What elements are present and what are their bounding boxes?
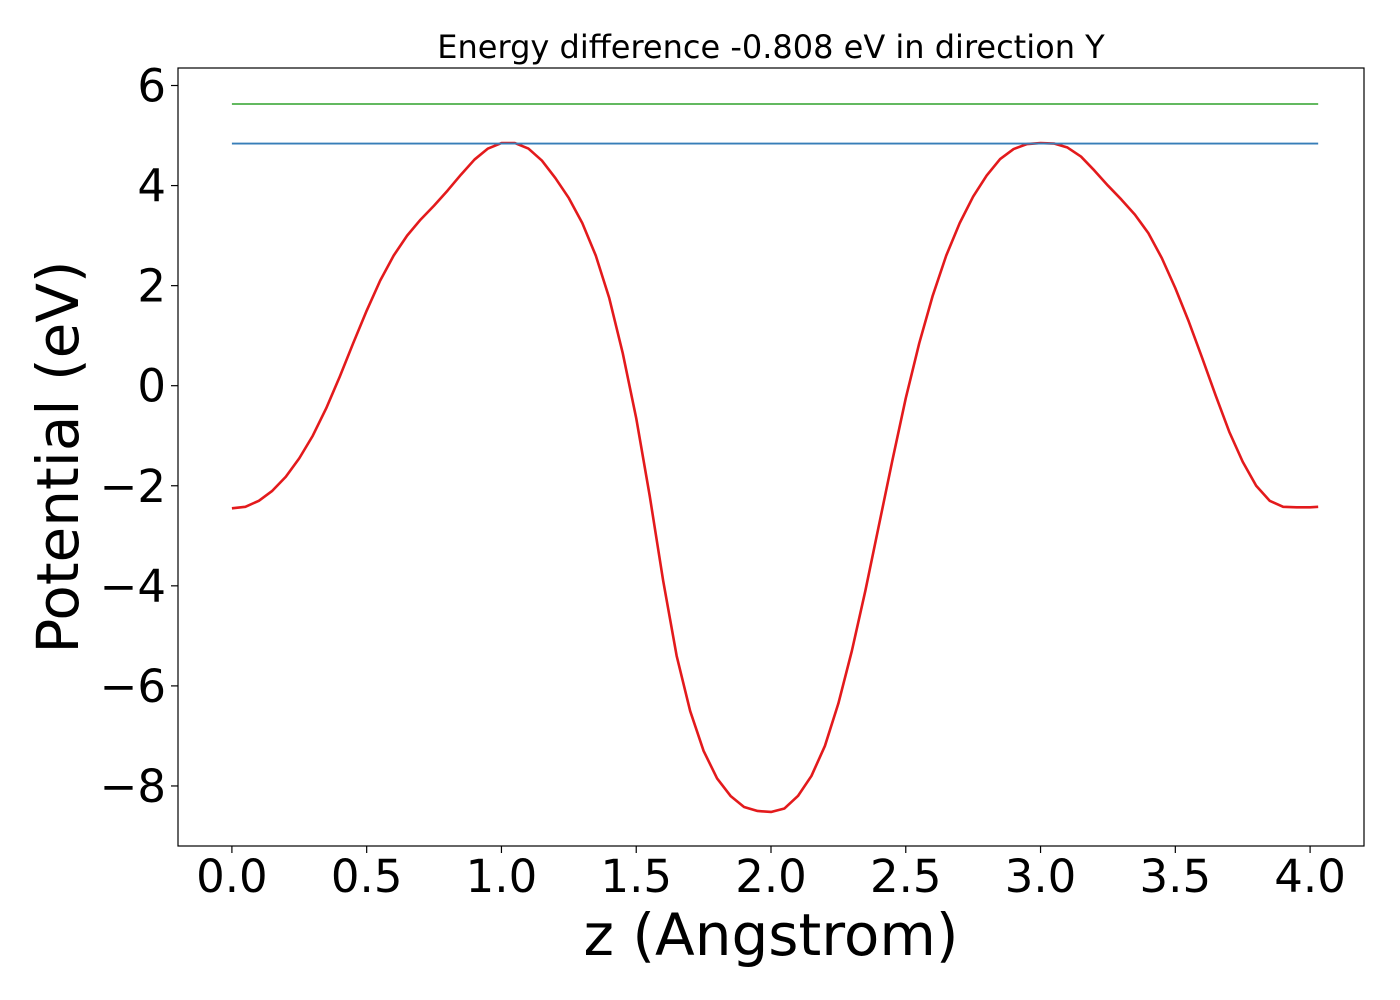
axis-ticks: 0.0 0.5 1.0 1.5 2.0 2.5 3.0 3.5 4.0 6 4 2 0 −2 −4 −6 −8 xyxy=(100,60,1346,903)
x-tick-label: 4.0 xyxy=(1274,850,1346,903)
x-tick-label: 2.5 xyxy=(870,850,942,903)
x-tick-label: 1.5 xyxy=(600,850,672,903)
x-tick-label: 0.0 xyxy=(196,850,268,903)
plot-area xyxy=(231,103,1319,814)
chart-title: Energy difference -0.808 eV in direction… xyxy=(437,28,1105,66)
x-axis-label: z (Angstrom) xyxy=(584,901,959,969)
x-tick-label: 3.0 xyxy=(1005,850,1077,903)
series-line-potential xyxy=(231,141,1319,814)
y-tick-label: −6 xyxy=(100,660,166,713)
y-tick-label: 0 xyxy=(137,360,166,413)
x-tick-label: 2.0 xyxy=(735,850,807,903)
axes-frame xyxy=(177,67,1365,847)
y-tick-label: 2 xyxy=(137,260,166,313)
y-tick-label: −4 xyxy=(100,560,166,613)
x-tick-label: 3.5 xyxy=(1140,850,1212,903)
y-tick-label: 4 xyxy=(137,160,166,213)
x-tick-label: 0.5 xyxy=(331,850,403,903)
x-tick-label: 1.0 xyxy=(466,850,538,903)
y-tick-label: −8 xyxy=(100,760,166,813)
y-axis-label: Potential (eV) xyxy=(24,260,92,653)
y-tick-label: −2 xyxy=(100,460,166,513)
y-tick-label: 6 xyxy=(137,60,166,113)
